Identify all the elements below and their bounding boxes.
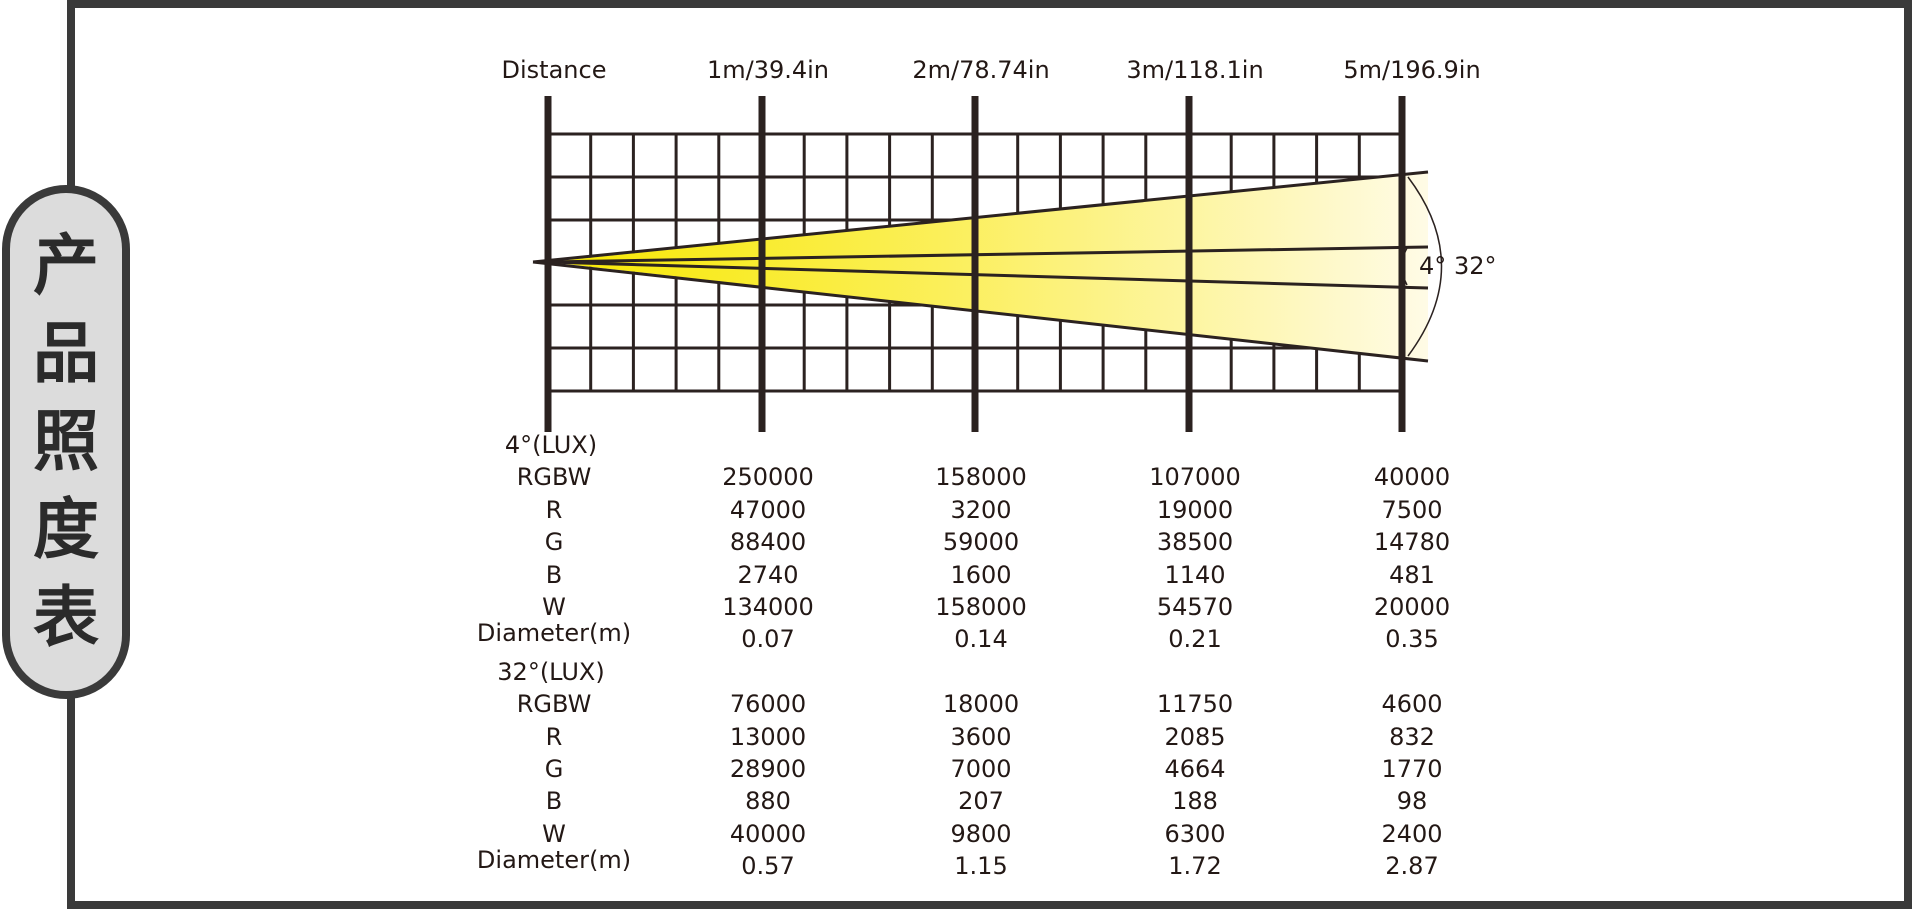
table-cell: 2085	[1164, 722, 1226, 751]
row-label: RGBW	[516, 690, 592, 719]
table-cell: 3200	[950, 495, 1012, 524]
table-cell: 4664	[1164, 755, 1226, 783]
column-header-2m: 2m/78.74in	[912, 56, 1050, 84]
table-cell: 2.87	[1385, 852, 1439, 881]
table-cell: 7500	[1381, 495, 1443, 524]
row-label: G	[544, 755, 564, 783]
row-label: B	[545, 787, 563, 816]
table-cell: 250000	[722, 463, 814, 492]
column-header-3m: 3m/118.1in	[1126, 56, 1264, 84]
table-cell: 832	[1389, 722, 1435, 751]
side-title-char: 照	[33, 403, 99, 480]
table-cell: 107000	[1149, 463, 1241, 492]
table-cell: 158000	[935, 593, 1027, 621]
table-cell: 0.07	[741, 625, 795, 654]
section-title: 32°(LUX)	[497, 657, 605, 686]
table-cell: 13000	[729, 722, 807, 751]
table-cell: 0.57	[741, 852, 795, 881]
table-cell: 59000	[942, 528, 1020, 557]
column-header-5m: 5m/196.9in	[1343, 56, 1481, 84]
table-cell: 9800	[950, 819, 1012, 848]
table-cell: 47000	[729, 495, 807, 524]
row-label: G	[544, 528, 564, 557]
table-cell: 28900	[729, 755, 807, 783]
table-cell: 2400	[1381, 819, 1443, 848]
table-cell: 54570	[1156, 593, 1234, 621]
row-label: R	[545, 495, 563, 524]
table-cell: 1140	[1164, 560, 1226, 589]
row-label: RGBW	[516, 463, 592, 492]
table-cell: 0.21	[1168, 625, 1222, 654]
table-cell: 481	[1389, 560, 1435, 589]
table-cell: 0.14	[954, 625, 1008, 654]
table-cell: 1600	[950, 560, 1012, 589]
side-title-char: 表	[33, 579, 99, 656]
side-title-char: 产	[33, 227, 99, 304]
table-cell: 7000	[950, 755, 1012, 783]
section-title: 4°(LUX)	[504, 431, 598, 459]
table-cell: 4600	[1381, 690, 1443, 719]
table-cell: 11750	[1156, 690, 1234, 719]
wide-beam-cone	[548, 172, 1428, 361]
row-label: W	[542, 593, 566, 621]
table-cell: 158000	[935, 463, 1027, 492]
table-cell: 0.35	[1385, 625, 1439, 654]
table-cell: 1770	[1381, 755, 1443, 783]
table-cell: 2740	[737, 560, 799, 589]
table-cell: 207	[958, 787, 1004, 816]
row-label: Diameter(m)	[476, 619, 632, 648]
wide-angle-label: 32°	[1454, 252, 1497, 280]
wide-beam-lower-edge	[532, 260, 1429, 363]
row-label: Diameter(m)	[476, 846, 632, 875]
wide-angle-arc	[1407, 176, 1443, 357]
side-title-char: 品	[33, 315, 99, 392]
distance-header: Distance	[501, 56, 607, 84]
narrow-angle-arc	[1401, 247, 1408, 286]
table-cell: 40000	[1373, 463, 1451, 492]
table-cell: 3600	[950, 722, 1012, 751]
table-cell: 40000	[729, 819, 807, 848]
row-label: R	[545, 722, 563, 751]
table-cell: 880	[745, 787, 791, 816]
table-cell: 1.15	[954, 852, 1008, 881]
row-label: W	[542, 819, 566, 848]
table-cell: 20000	[1373, 593, 1451, 621]
table-cell: 1.72	[1168, 852, 1222, 881]
side-title-tab: 产品照度表	[2, 185, 130, 699]
table-cell: 88400	[729, 528, 807, 557]
table-cell: 134000	[722, 593, 814, 621]
row-label: B	[545, 560, 563, 589]
column-header-1m: 1m/39.4in	[706, 56, 830, 84]
table-cell: 188	[1172, 787, 1218, 816]
wide-beam-upper-edge	[532, 170, 1429, 264]
table-cell: 38500	[1156, 528, 1234, 557]
narrow-beam-lower-edge	[547, 260, 1429, 290]
table-cell: 98	[1396, 787, 1428, 816]
table-cell: 19000	[1156, 495, 1234, 524]
table-cell: 18000	[942, 690, 1020, 719]
table-cell: 76000	[729, 690, 807, 719]
narrow-beam-upper-edge	[547, 245, 1429, 264]
side-title-char: 度	[33, 491, 99, 568]
table-cell: 14780	[1373, 528, 1451, 557]
table-cell: 6300	[1164, 819, 1226, 848]
narrow-angle-label: 4°	[1419, 252, 1447, 280]
